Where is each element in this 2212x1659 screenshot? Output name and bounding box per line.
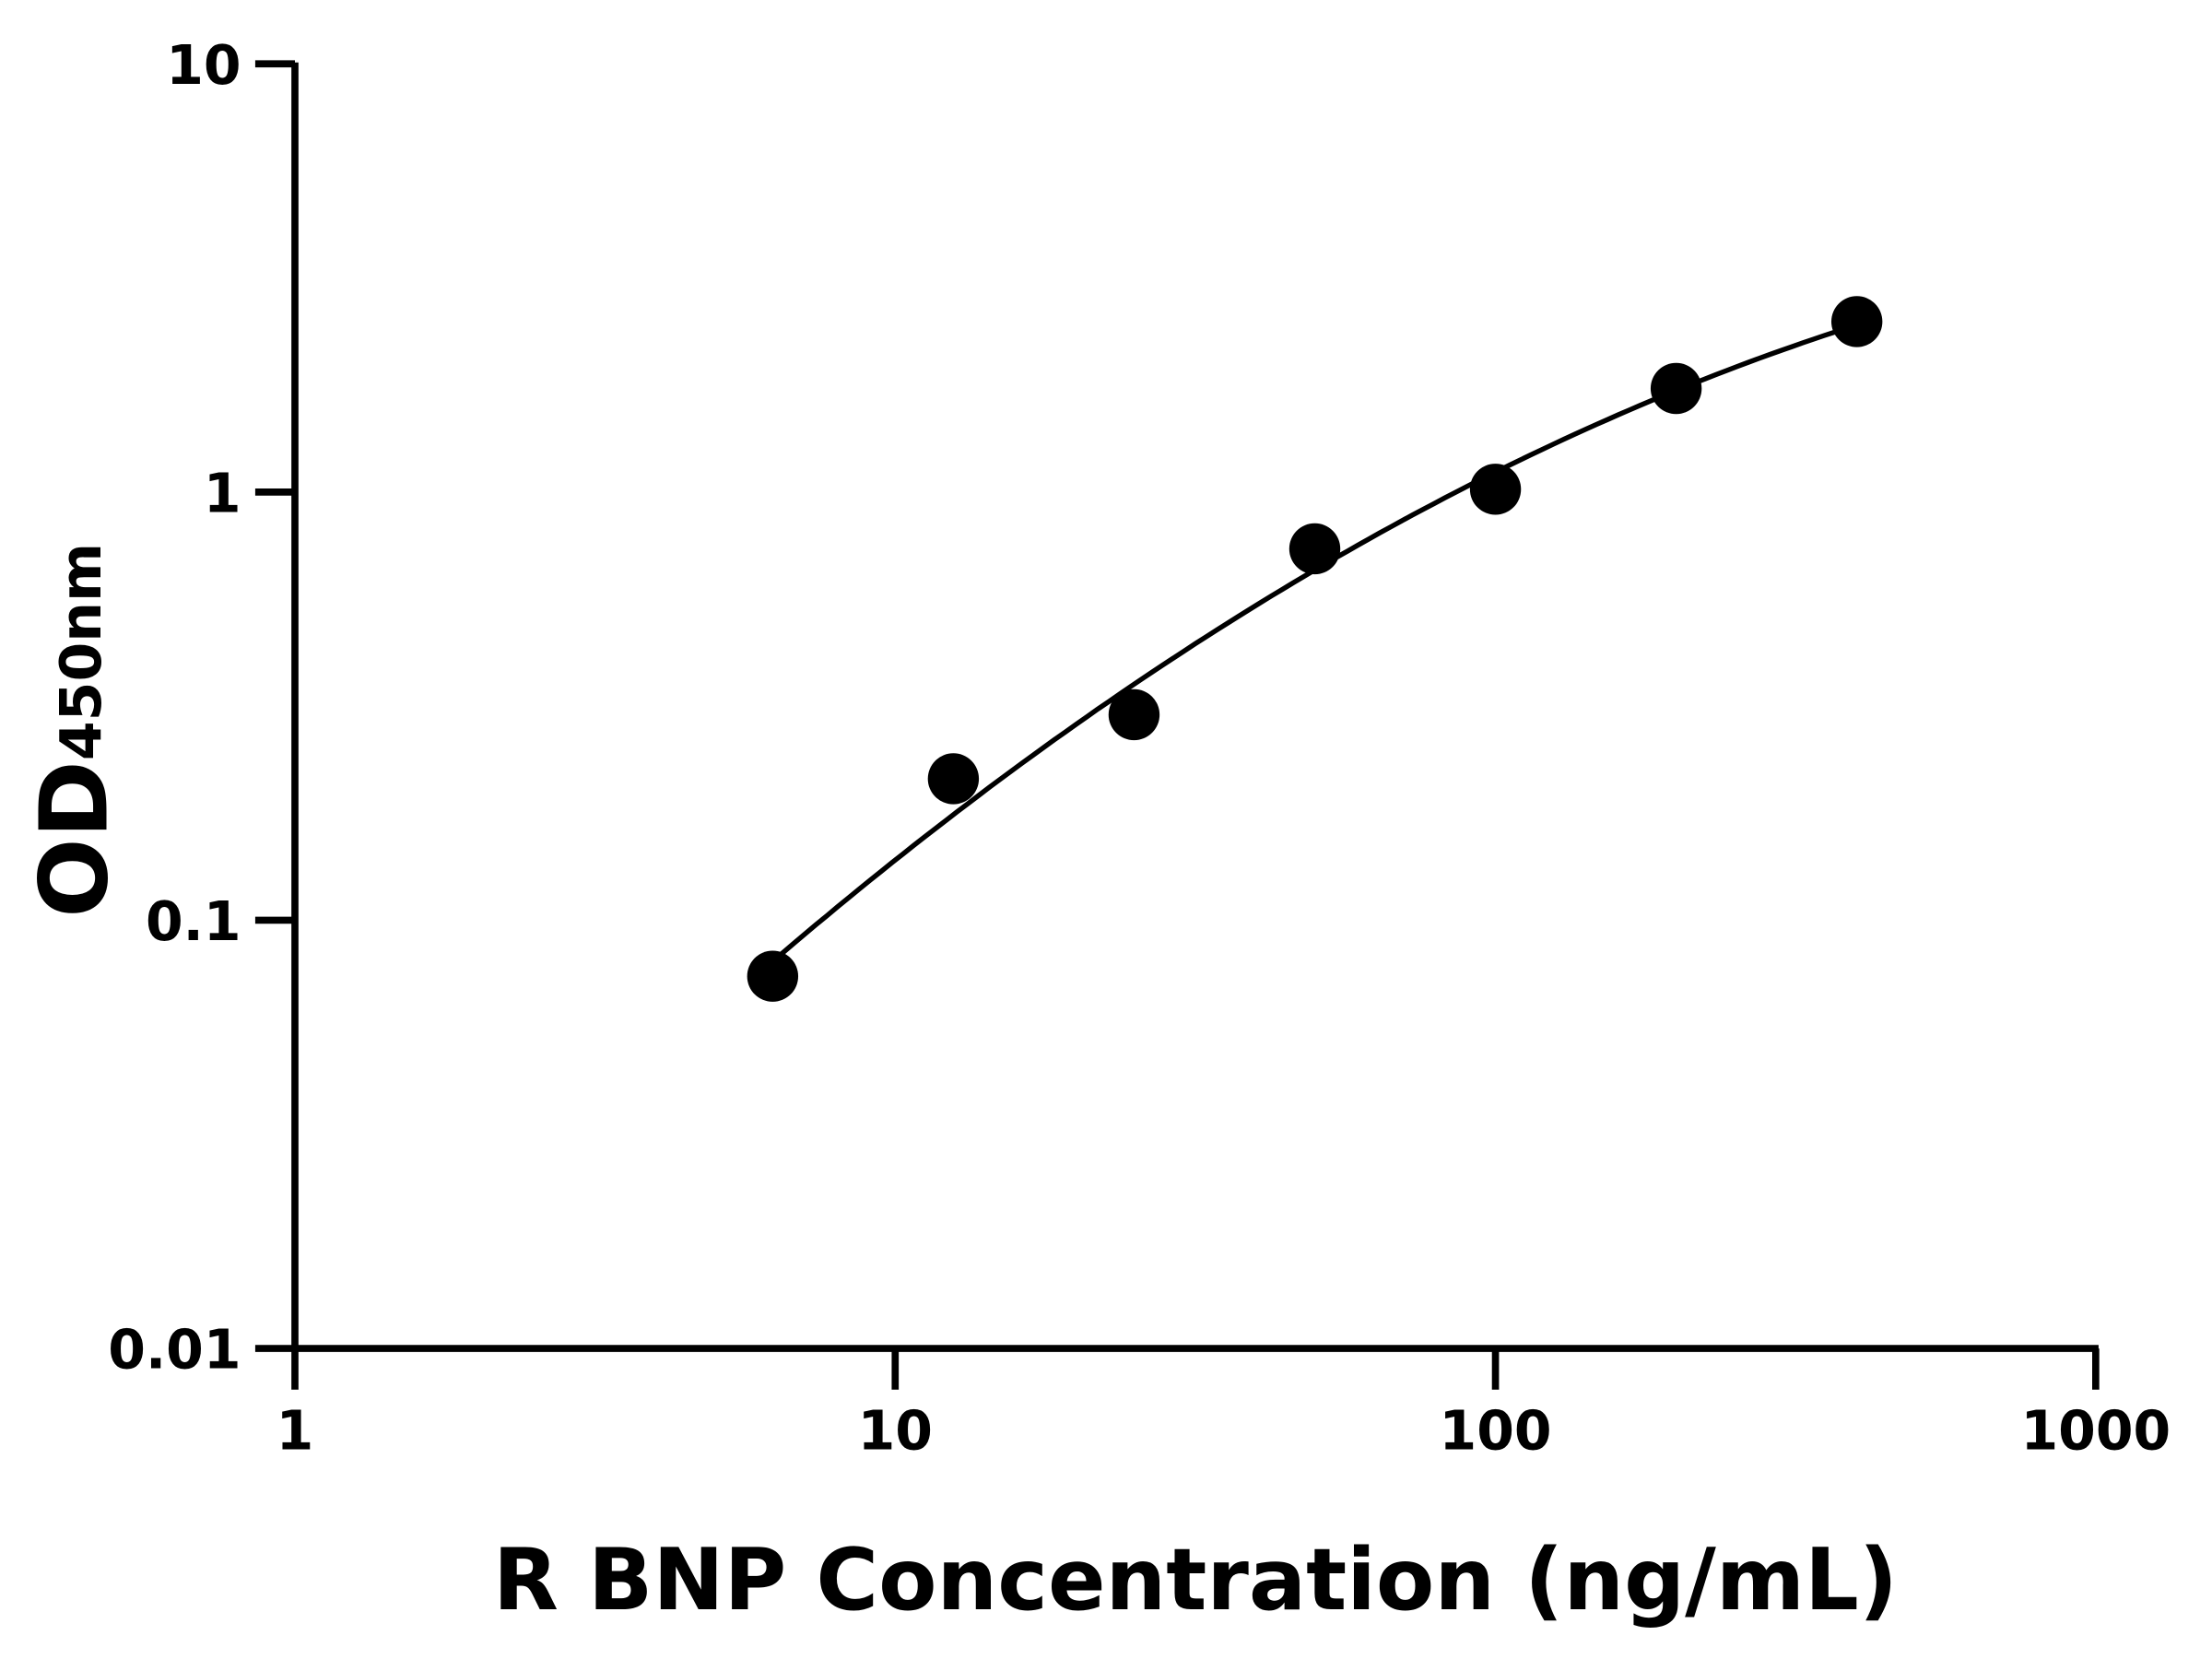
x-tick-label: 10: [858, 1399, 933, 1462]
y-axis-label: OD450nm: [19, 543, 128, 918]
x-tick-label: 1: [276, 1399, 314, 1462]
y-axis-label-sub: 450nm: [48, 543, 114, 760]
data-point: [747, 950, 799, 1002]
x-tick-label: 100: [1440, 1399, 1552, 1462]
x-axis-label: R BNP Concentration (ng/mL): [493, 1530, 1898, 1630]
y-tick-label: 1: [204, 462, 241, 524]
axes: [291, 62, 2099, 1352]
fit-curve: [771, 323, 1858, 964]
data-point: [1830, 296, 1883, 347]
svg-text:OD450nm: OD450nm: [19, 543, 128, 918]
y-axis-label-main: OD: [19, 760, 128, 918]
data-point: [1288, 523, 1341, 575]
data-point: [1469, 464, 1522, 515]
data-point: [1650, 362, 1702, 415]
data-point: [927, 753, 980, 805]
x-tick-label: 1000: [2021, 1399, 2171, 1462]
data-point: [1108, 688, 1160, 741]
y-tick-label: 10: [166, 34, 241, 97]
y-tick-label: 0.01: [108, 1319, 241, 1382]
y-tick-label: 0.1: [146, 890, 241, 953]
